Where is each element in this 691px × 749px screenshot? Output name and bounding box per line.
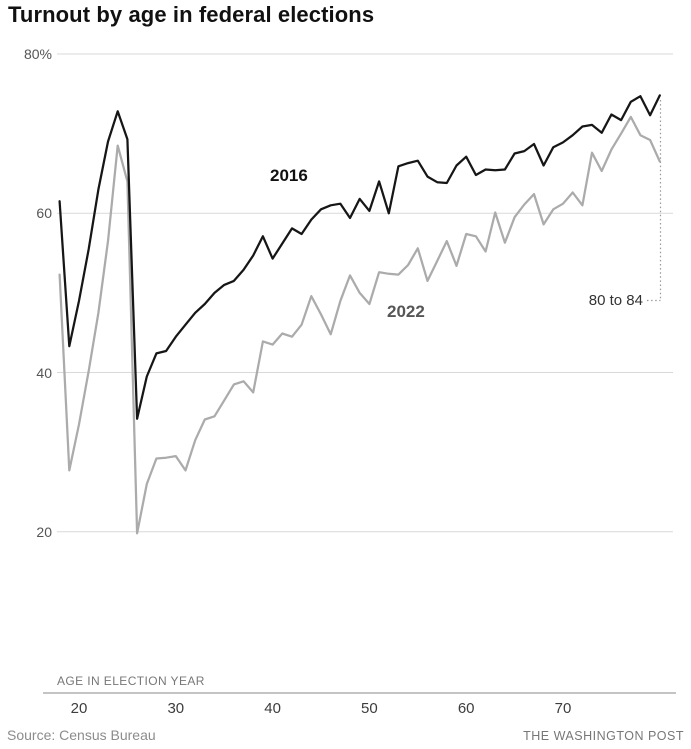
series-label-2022: 2022 — [387, 302, 425, 321]
age-bucket-annotation: 80 to 84 — [588, 292, 643, 309]
y-tick-label: 60 — [36, 205, 52, 222]
x-tick-label: 30 — [167, 700, 185, 717]
x-tick-label: 50 — [361, 700, 378, 717]
x-axis-title: AGE IN ELECTION YEAR — [57, 674, 205, 688]
publisher-brand: THE WASHINGTON POST — [523, 729, 684, 743]
line-2022 — [58, 115, 661, 535]
x-tick-label: 60 — [457, 700, 475, 717]
y-tick-label: 80% — [23, 46, 52, 62]
x-tick-label: 20 — [70, 700, 88, 717]
x-tick-label: 40 — [264, 700, 281, 717]
line-2016 — [58, 94, 661, 420]
x-tick-label: 70 — [554, 700, 572, 717]
chart-title: Turnout by age in federal elections — [8, 2, 375, 27]
y-tick-label: 40 — [36, 364, 52, 381]
y-tick-label: 20 — [36, 523, 52, 540]
series-label-2016: 2016 — [270, 166, 308, 185]
source-credit: Source: Census Bureau — [7, 727, 156, 743]
